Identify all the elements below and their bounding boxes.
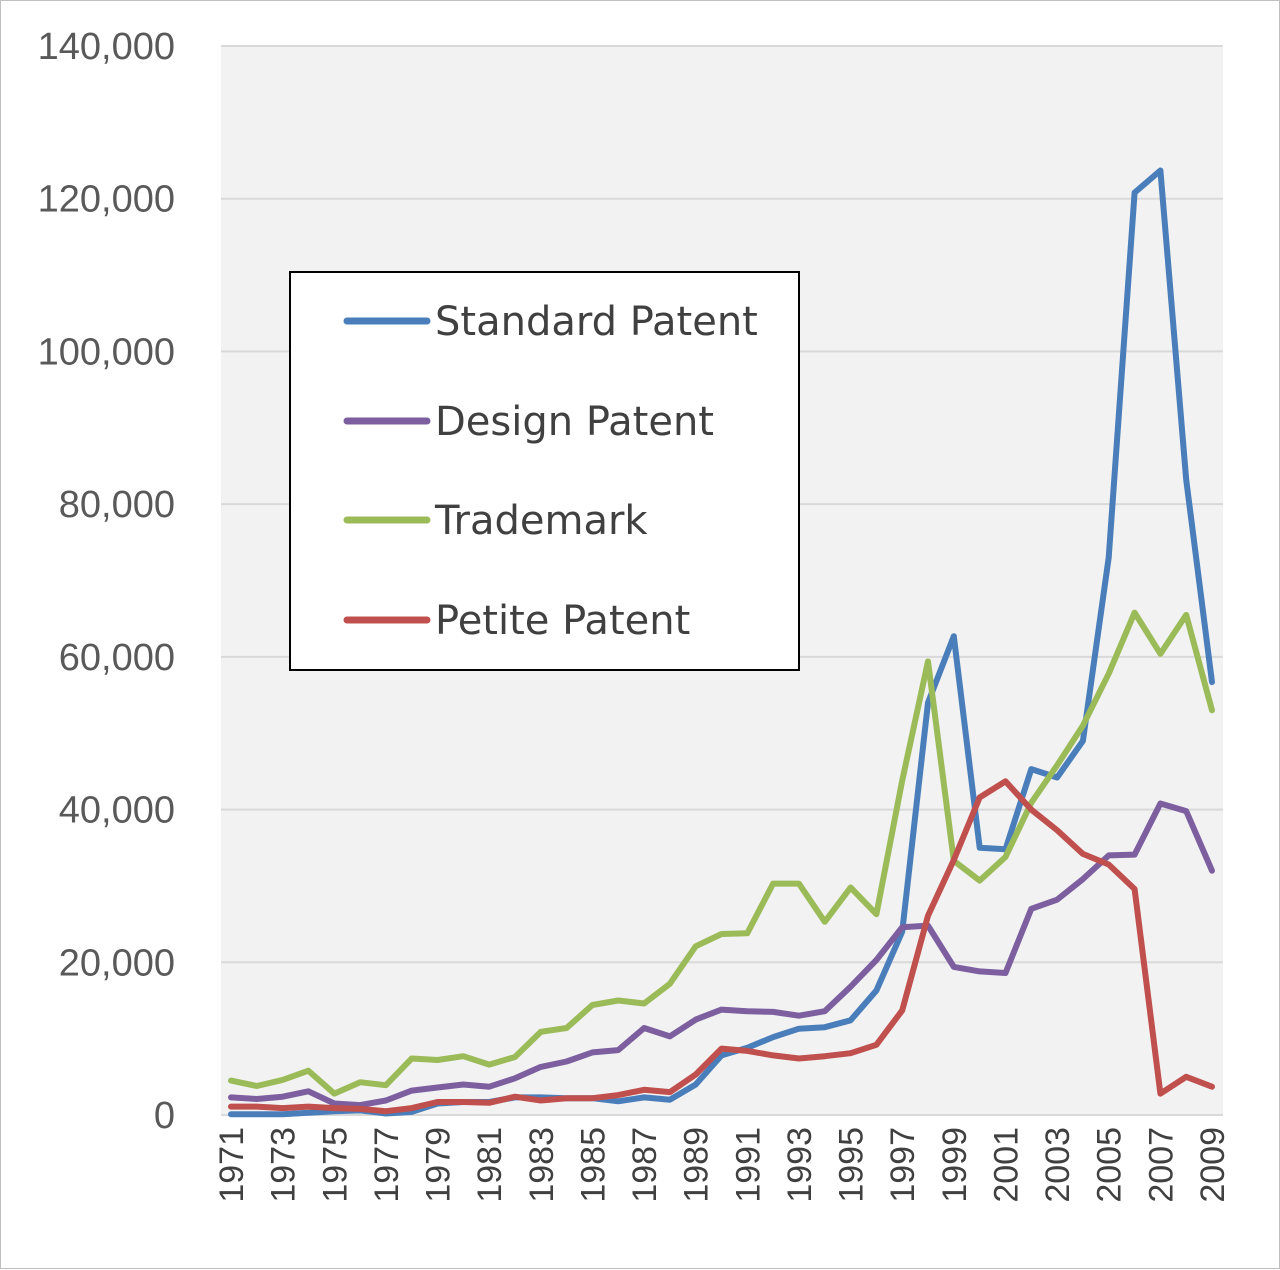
x-tick-label: 2005 (1091, 1127, 1129, 1203)
legend-box (289, 271, 800, 671)
x-tick-label: 2007 (1142, 1127, 1180, 1203)
legend-label-standard-patent: Standard Patent (435, 299, 758, 345)
legend-label-trademark: Trademark (434, 498, 648, 544)
x-tick-label: 1983 (523, 1127, 561, 1203)
y-tick-label: 120,000 (38, 179, 175, 221)
series-line-design-patent (228, 800, 1215, 1109)
x-tick-label: 1975 (316, 1127, 354, 1203)
x-tick-label: 1995 (833, 1127, 871, 1203)
x-tick-label: 1987 (626, 1127, 664, 1203)
series-line-trademark (228, 609, 1215, 1097)
y-tick-label: 20,000 (59, 942, 175, 984)
y-tick-label: 40,000 (59, 790, 175, 832)
x-tick-label: 1985 (574, 1127, 612, 1203)
y-tick-label: 60,000 (59, 637, 175, 679)
x-tick-label: 1971 (213, 1127, 251, 1203)
x-tick-label: 1991 (729, 1127, 767, 1203)
x-tick-label: 1973 (265, 1127, 303, 1203)
x-tick-label: 1999 (936, 1127, 974, 1203)
x-tick-label: 1977 (368, 1127, 406, 1203)
legend-label-petite-patent: Petite Patent (435, 598, 690, 644)
series-lines (228, 167, 1215, 1118)
x-tick-label: 1981 (471, 1127, 509, 1203)
y-tick-label: 140,000 (38, 26, 175, 68)
y-tick-label: 0 (154, 1095, 175, 1137)
series-line-petite-patent (228, 778, 1215, 1115)
x-tick-label: 1997 (884, 1127, 922, 1203)
x-tick-label: 1989 (678, 1127, 716, 1203)
y-axis-ticks: 0 20,000 40,000 60,000 80,000 100,000 120,000 1… (38, 26, 175, 1137)
x-tick-label: 2009 (1194, 1127, 1232, 1203)
x-tick-label: 1993 (781, 1127, 819, 1203)
legend-label-design-patent: Design Patent (435, 399, 714, 445)
y-tick-label: 80,000 (59, 484, 175, 526)
legend: Standard Patent Design Patent Trademark Pet… (289, 271, 800, 671)
x-axis-ticks: 1971 1973 1975 1977 1979 1981 1983 1985 1987 1989… (213, 1127, 1232, 1203)
x-tick-label: 1979 (420, 1127, 458, 1203)
x-tick-label: 2001 (987, 1127, 1025, 1203)
x-tick-label: 2003 (1039, 1127, 1077, 1203)
y-tick-label: 100,000 (38, 331, 175, 373)
